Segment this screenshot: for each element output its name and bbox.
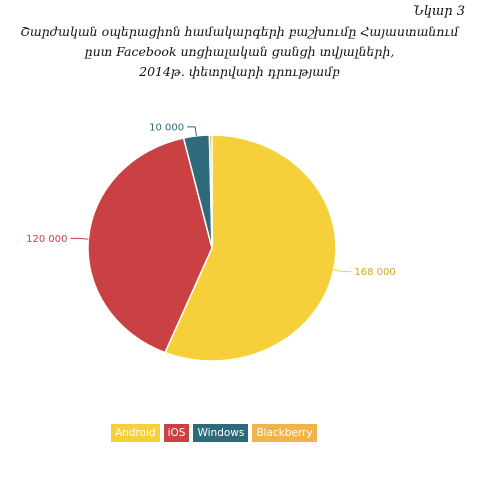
legend-item-windows[interactable]: Windows (193, 424, 249, 442)
pie-slice-android[interactable] (163, 134, 337, 362)
pie-slice-blackberry[interactable] (208, 134, 213, 249)
chart-title-line-1: Շարժական օպերացիոն համակարգերի բաշխումը … (20, 24, 459, 39)
chart-title: Շարժական օպերացիոն համակարգերի բաշխումը … (0, 22, 479, 82)
legend-item-android[interactable]: Android (111, 424, 160, 442)
chart-legend: Android iOS Windows Blackberry (111, 424, 317, 442)
data-label-android: 168 000 (354, 267, 395, 278)
chart-title-line-2: ըստ Facebook սոցիալական ցանցի տվյալների, (84, 44, 395, 59)
chart-title-line-3: 2014թ. փետրվարի դրությամբ (139, 64, 340, 79)
legend-item-ios[interactable]: iOS (163, 424, 190, 442)
leader-line-windows (187, 126, 197, 136)
leader-line-ios (70, 237, 89, 240)
figure-label: Նկար 3 (413, 4, 465, 19)
data-label-ios: 120 000 (26, 234, 67, 245)
legend-item-blackberry[interactable]: Blackberry (252, 424, 317, 442)
leader-line-android (333, 269, 352, 273)
data-label-windows: 10 000 (149, 122, 184, 133)
